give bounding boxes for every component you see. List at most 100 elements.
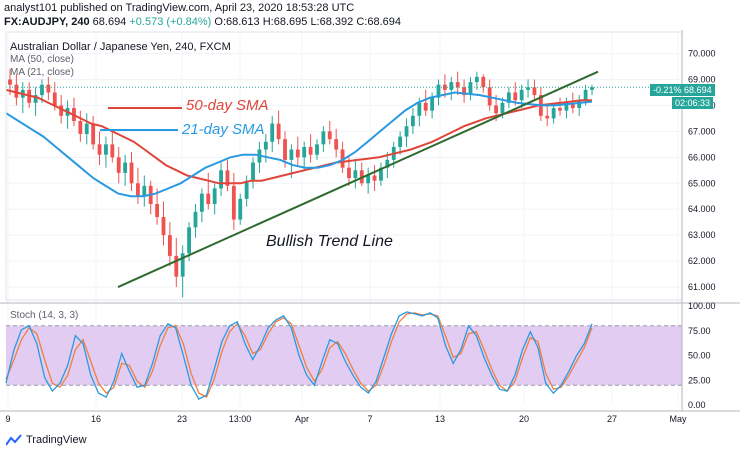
stochastic-series: [5, 311, 593, 400]
tradingview-logo-icon: [6, 434, 22, 446]
candle-body: [385, 159, 390, 168]
price-tick-label: 66.000: [688, 152, 716, 162]
candle-body: [411, 115, 415, 127]
price-tick-label: 69.000: [688, 75, 716, 85]
candle-body: [136, 183, 140, 197]
time-tick-label: 9: [5, 414, 10, 424]
candle-body: [302, 146, 307, 158]
candle-body: [161, 216, 166, 236]
candle-body: [155, 204, 160, 217]
candle-body: [551, 108, 556, 119]
candle-body: [59, 105, 64, 116]
candle-body: [583, 89, 588, 101]
candle-body: [474, 76, 479, 83]
candle-body: [212, 188, 217, 205]
candle-body: [430, 97, 435, 111]
candle-body: [455, 82, 460, 88]
stoch-d-line: [5, 312, 593, 398]
candle-body: [558, 108, 562, 111]
candle-body: [570, 102, 575, 109]
candle-body: [295, 149, 300, 158]
stoch-tick-label: 50.00: [688, 351, 711, 361]
price-change: +0.573 (+0.84%): [129, 16, 212, 28]
candle-body: [564, 102, 569, 111]
chart-title: Australian Dollar / Japanese Yen, 240, F…: [10, 41, 231, 53]
candle-body: [590, 87, 594, 90]
tradingview-brand-text: TradingView: [26, 434, 87, 446]
price-tick-label: 70.000: [688, 49, 716, 59]
candle-body: [110, 144, 115, 158]
annotation-arrows: [100, 107, 182, 131]
last-price: 68.694: [92, 16, 127, 28]
time-tick-label: 23: [177, 414, 187, 424]
candle-body: [519, 89, 524, 101]
candle-body: [308, 146, 313, 155]
price-tick-label: 65.000: [688, 178, 716, 188]
low-value: L:68.392: [310, 16, 354, 28]
candle-body: [500, 102, 505, 114]
candle-body: [481, 76, 486, 88]
tradingview-logo[interactable]: TradingView: [6, 434, 87, 446]
candle-body: [116, 157, 121, 173]
candle-body: [379, 167, 383, 181]
candlestick-series: [8, 69, 594, 298]
candle-body: [193, 211, 198, 228]
candle-body: [263, 141, 268, 150]
candle-body: [506, 92, 511, 103]
candle-body: [289, 149, 294, 160]
sma21-annotation: 21-day SMA: [182, 121, 265, 138]
candle-body: [545, 115, 550, 119]
stoch-tick-label: 0.00: [688, 400, 706, 410]
stoch-tick-label: 75.00: [688, 326, 711, 336]
candle-body: [199, 193, 204, 212]
high-value: H:68.695: [262, 16, 308, 28]
candle-body: [231, 185, 236, 220]
price-tick-label: 64.000: [688, 204, 716, 214]
candle-body: [340, 149, 345, 168]
time-tick-label: May: [669, 414, 687, 424]
candle-body: [78, 121, 83, 134]
candle-body: [52, 92, 57, 106]
time-tick-label: 13:00: [229, 414, 252, 424]
candle-body: [526, 87, 530, 90]
candle-body: [244, 180, 249, 199]
time-tick-label: 20: [519, 414, 529, 424]
price-tag-value: 68.694: [684, 85, 712, 95]
publisher-text: analyst101 published on TradingView.com,…: [4, 2, 355, 14]
close-value: C:68.694: [356, 16, 401, 28]
ma50-legend[interactable]: MA (50, close): [10, 54, 74, 65]
time-tick-label: 13: [435, 414, 445, 424]
candle-body: [532, 87, 537, 96]
candle-body: [347, 167, 351, 179]
time-tick-label: Apr: [295, 414, 309, 424]
open-value: O:68.613: [214, 16, 260, 28]
ma21-legend[interactable]: MA (21, close): [10, 67, 74, 78]
candle-body: [219, 170, 223, 189]
candle-body: [577, 100, 582, 109]
candle-body: [129, 162, 134, 184]
price-tag: -0.21% 68.694: [650, 84, 715, 96]
price-tick-label: 67.000: [688, 126, 716, 136]
candle-body: [398, 136, 403, 147]
stoch-tick-label: 100.00: [688, 301, 716, 311]
stoch-tick-label: 25.00: [688, 375, 711, 385]
stoch-k-line: [5, 311, 593, 400]
candle-body: [315, 144, 319, 155]
candle-body: [513, 92, 518, 101]
candle-body: [436, 84, 441, 98]
candle-body: [468, 82, 473, 96]
candle-body: [404, 126, 409, 137]
candle-body: [251, 162, 255, 181]
stoch-legend[interactable]: Stoch (14, 3, 3): [10, 310, 79, 321]
candle-body: [372, 175, 377, 181]
candle-body: [283, 139, 287, 160]
candle-body: [8, 79, 12, 85]
price-tag-pct: -0.21%: [653, 85, 682, 95]
price-tick-label: 61.000: [688, 282, 716, 292]
candle-body: [334, 139, 339, 150]
ohlc-line: FX:AUDJPY, 240 68.694 +0.573 (+0.84%) O:…: [4, 16, 401, 28]
symbol-label: FX:AUDJPY, 240: [4, 16, 90, 28]
candle-body: [327, 131, 332, 140]
candle-body: [321, 131, 326, 145]
